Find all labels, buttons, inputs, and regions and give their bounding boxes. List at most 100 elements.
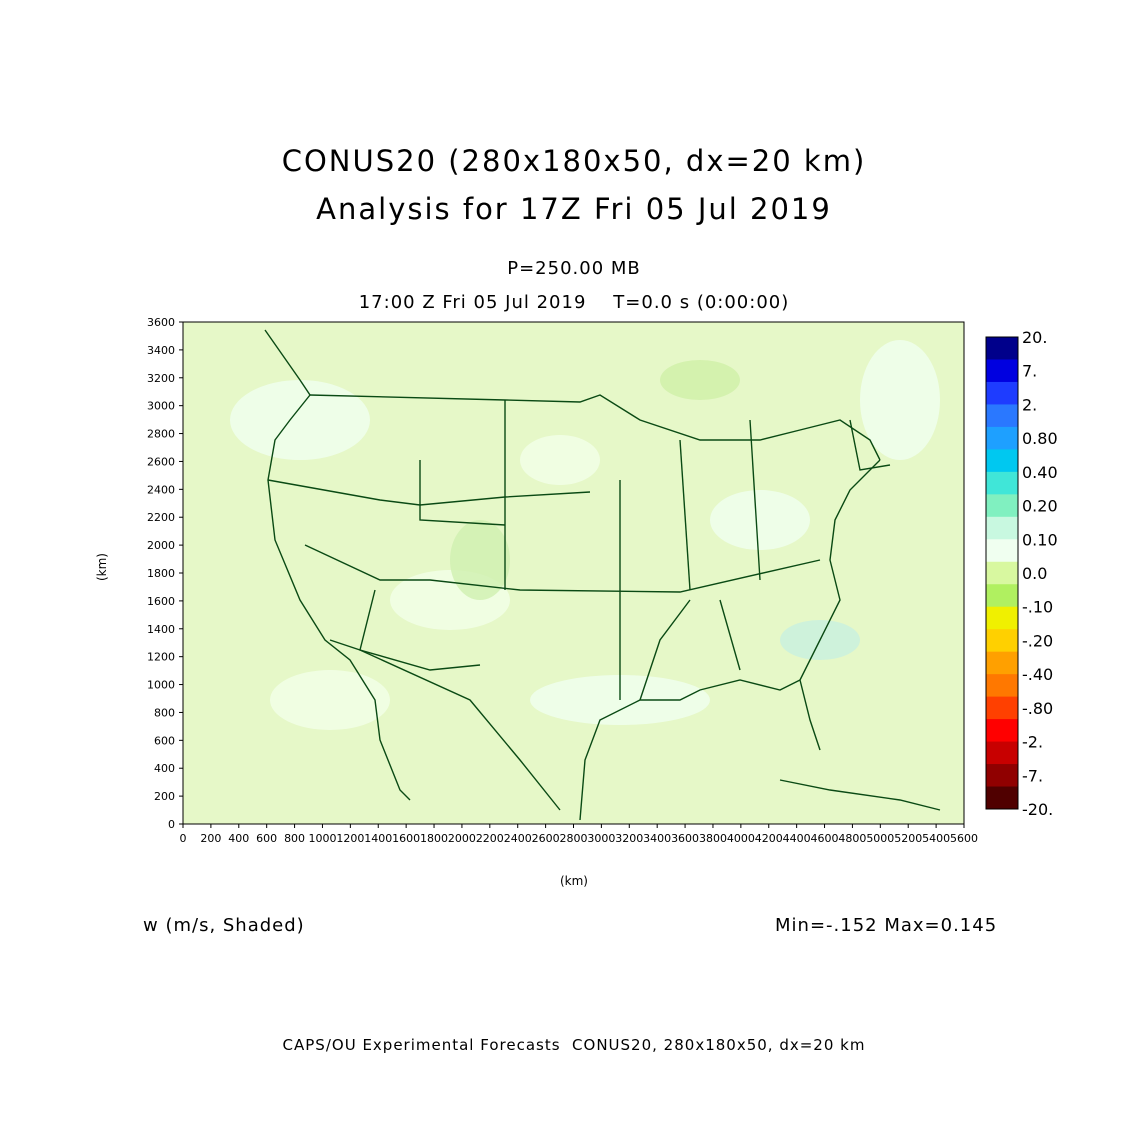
- colorbar-swatch: [986, 516, 1018, 540]
- x-tick-label: 5600: [950, 832, 978, 845]
- y-tick-label: 400: [154, 762, 175, 775]
- x-tick-label: 4000: [727, 832, 755, 845]
- x-tick-label: 1000: [308, 832, 336, 845]
- x-axis-label: (km): [559, 874, 588, 888]
- colorbar-label: -20.: [1022, 800, 1053, 819]
- boundary-line: [719, 599, 741, 671]
- x-tick-label: 2800: [560, 832, 588, 845]
- x-axis-ticks: 0 200 400 600 800 1000 1200 1400 1600 1800 2000 220…: [180, 824, 978, 845]
- pressure-level: P=250.00 MB: [507, 258, 641, 279]
- x-tick-label: 2600: [532, 832, 560, 845]
- x-tick-label: 3000: [587, 832, 615, 845]
- colorbar-swatch: [986, 426, 1018, 450]
- x-tick-label: 4200: [755, 832, 783, 845]
- y-tick-label: 1200: [147, 651, 175, 664]
- colorbar-label: -.80: [1022, 699, 1053, 718]
- y-tick-label: 600: [154, 734, 175, 747]
- field-label: w (m/s, Shaded): [143, 915, 305, 936]
- y-tick-label: 200: [154, 790, 175, 803]
- y-tick-label: 1600: [147, 595, 175, 608]
- y-tick-label: 2000: [147, 539, 175, 552]
- colorbar-swatch: [986, 494, 1018, 518]
- x-tick-label: 4800: [838, 832, 866, 845]
- boundary-line: [309, 394, 881, 461]
- colorbar-swatch: [986, 674, 1018, 698]
- shading-patch: [520, 435, 600, 485]
- y-axis-label: (km): [95, 552, 110, 582]
- shading-patch: [230, 380, 370, 460]
- x-tick-label: 600: [256, 832, 277, 845]
- y-tick-label: 3600: [147, 316, 175, 329]
- x-tick-label: 5000: [866, 832, 894, 845]
- x-tick-label: 2200: [476, 832, 504, 845]
- colorbar-swatch: [986, 786, 1018, 810]
- boundary-line: [329, 639, 561, 811]
- colorbar-label: 0.40: [1022, 463, 1058, 482]
- colorbar-swatch: [986, 764, 1018, 788]
- x-tick-label: 400: [228, 832, 249, 845]
- colorbar-swatch: [986, 629, 1018, 653]
- colorbar-swatch: [986, 696, 1018, 720]
- x-tick-label: 2000: [448, 832, 476, 845]
- boundary-line: [419, 460, 506, 526]
- x-tick-label: 2400: [504, 832, 532, 845]
- state-boundaries: [264, 329, 941, 821]
- boundary-line: [779, 779, 941, 811]
- x-tick-label: 1800: [420, 832, 448, 845]
- y-axis-ticks: 0 200 400 600 800 1000 1200 1400 1600 1800 2000 220…: [147, 316, 183, 831]
- boundary-line: [304, 544, 821, 593]
- boundary-line: [579, 679, 801, 821]
- y-tick-label: 2400: [147, 483, 175, 496]
- y-tick-label: 0: [168, 818, 175, 831]
- x-tick-label: 0: [180, 832, 187, 845]
- y-tick-label: 2200: [147, 511, 175, 524]
- y-tick-label: 1800: [147, 567, 175, 580]
- boundary-line: [849, 419, 891, 471]
- x-tick-label: 3800: [699, 832, 727, 845]
- colorbar-swatch: [986, 381, 1018, 405]
- y-tick-label: 1000: [147, 679, 175, 692]
- boundary-line: [264, 329, 411, 801]
- x-tick-label: 3200: [615, 832, 643, 845]
- boundary-line: [799, 459, 881, 751]
- colorbar-label: 0.20: [1022, 497, 1058, 516]
- boundary-line: [639, 599, 691, 701]
- y-tick-label: 3200: [147, 372, 175, 385]
- colorbar-frame: [985, 336, 1019, 810]
- colorbar-swatch: [986, 651, 1018, 675]
- colorbar-label: 7.: [1022, 362, 1037, 381]
- colorbar-swatch: [986, 741, 1018, 765]
- y-tick-label: 800: [154, 706, 175, 719]
- y-tick-label: 1400: [147, 623, 175, 636]
- colorbar-swatch: [986, 561, 1018, 585]
- colorbar-swatch: [986, 449, 1018, 473]
- y-tick-label: 3000: [147, 400, 175, 413]
- colorbar-swatch: [986, 719, 1018, 743]
- shading-patch: [710, 490, 810, 550]
- map-title: CONUS20 (280x180x50, dx=20 km): [281, 144, 867, 178]
- colorbar-swatch: [986, 606, 1018, 630]
- y-tick-label: 2800: [147, 428, 175, 441]
- colorbar-label: 0.10: [1022, 530, 1058, 549]
- shading-patch: [860, 340, 940, 460]
- x-tick-label: 1200: [336, 832, 364, 845]
- colorbar-label: -2.: [1022, 733, 1043, 752]
- colorbar-swatch: [986, 359, 1018, 383]
- colorbar-label: 0.0: [1022, 564, 1047, 583]
- x-tick-label: 4400: [783, 832, 811, 845]
- boundary-line: [679, 439, 691, 591]
- colorbar-swatch: [986, 337, 1018, 360]
- colorbar-label: -.40: [1022, 665, 1053, 684]
- min-max-label: Min=-.152 Max=0.145: [775, 915, 998, 936]
- y-tick-label: 2600: [147, 455, 175, 468]
- colorbar-swatch: [986, 471, 1018, 495]
- y-tick-label: 3400: [147, 344, 175, 357]
- colorbar-label: 0.80: [1022, 429, 1058, 448]
- x-tick-label: 800: [284, 832, 305, 845]
- colorbar-label: 20.: [1022, 328, 1047, 347]
- x-tick-label: 200: [200, 832, 221, 845]
- colorbar-swatch: [986, 404, 1018, 428]
- x-tick-label: 1400: [364, 832, 392, 845]
- colorbar: 20. 7. 2. 0.80 0.40 0.20 0.10 0.0 -.10 -.20 -.40 -.…: [985, 328, 1058, 819]
